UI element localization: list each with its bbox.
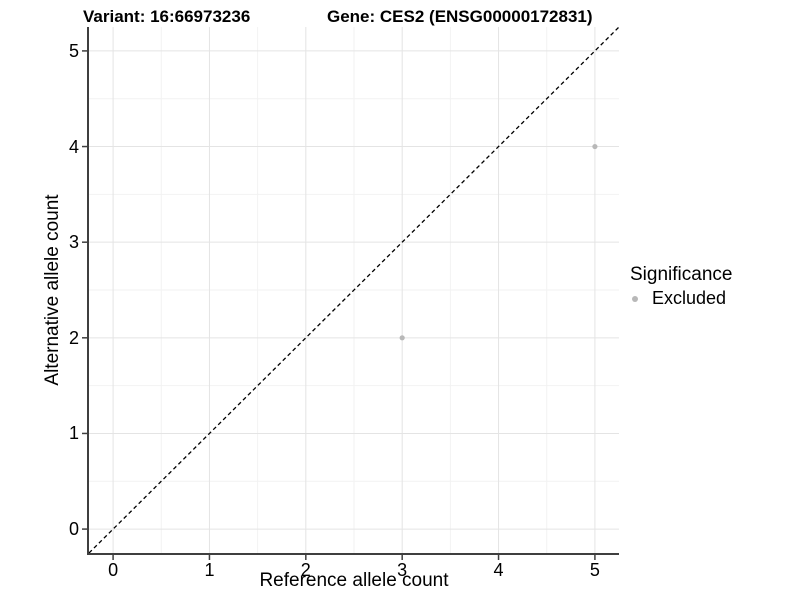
x-tick-label: 5 (589, 560, 600, 580)
legend-entry-label: Excluded (652, 288, 727, 308)
y-tick-label: 0 (68, 519, 79, 540)
legend-point-icon (632, 295, 638, 302)
legend-title: Significance (630, 264, 733, 285)
y-tick-label: 4 (68, 136, 79, 157)
legend-key (630, 290, 652, 308)
plot-canvas (82, 26, 620, 560)
y-tick-label: 3 (68, 232, 79, 253)
legend-entry-excluded: Excluded (630, 288, 732, 310)
x-tick-label: 3 (397, 560, 408, 580)
y-axis-title: Alternative allele count (42, 194, 63, 386)
x-tick-label: 0 (108, 560, 119, 580)
data-point (399, 335, 405, 341)
data-point (592, 143, 598, 150)
legend: Significance Excluded (630, 264, 732, 310)
x-tick-label: 4 (493, 560, 504, 580)
gene-title: Gene: CES2 (ENSG00000172831) (327, 7, 593, 26)
x-tick-label: 2 (300, 560, 311, 580)
plot-panel (82, 26, 620, 560)
x-axis-title: Reference allele count (259, 570, 449, 591)
variant-title: Variant: 16:66973236 (83, 7, 251, 26)
y-tick-label: 1 (68, 423, 79, 444)
y-tick-label: 5 (68, 40, 79, 61)
x-tick-label: 1 (204, 560, 215, 580)
y-tick-label: 2 (68, 327, 79, 348)
